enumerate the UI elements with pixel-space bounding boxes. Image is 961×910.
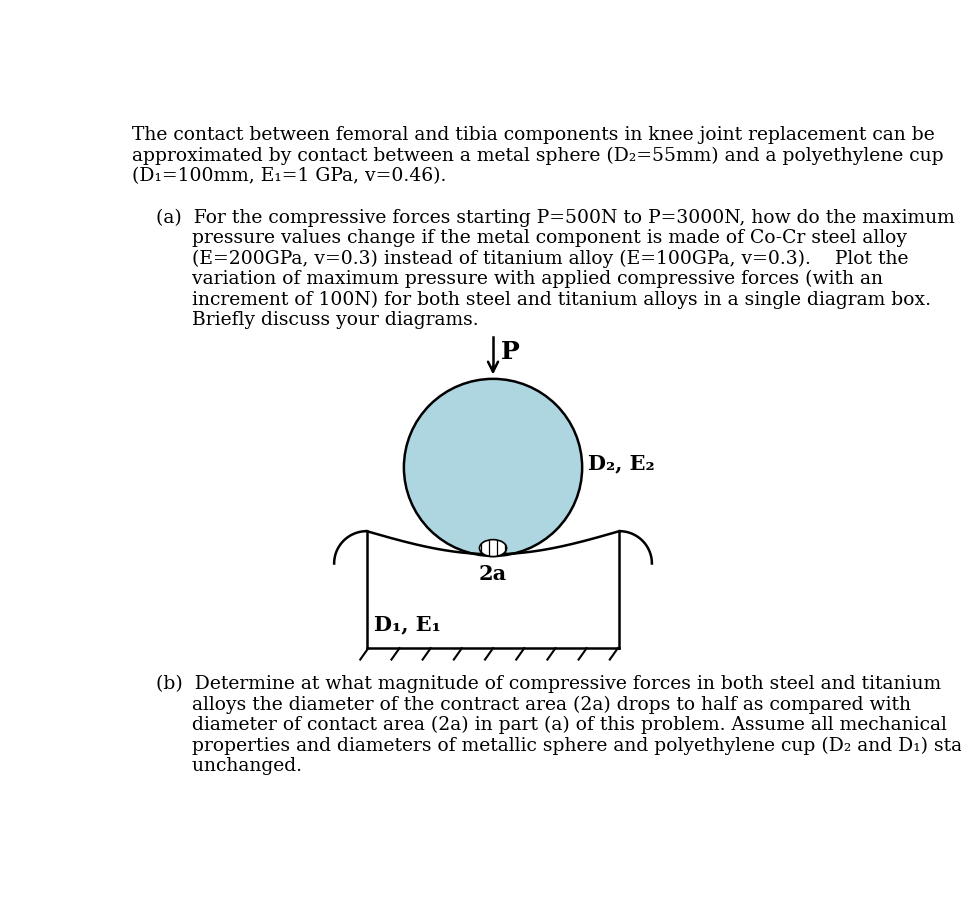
Text: diameter of contact area (2a) in part (a) of this problem. Assume all mechanical: diameter of contact area (2a) in part (a… xyxy=(132,716,946,734)
Text: pressure values change if the metal component is made of Co-Cr steel alloy: pressure values change if the metal comp… xyxy=(132,229,906,248)
Text: D₁, E₁: D₁, E₁ xyxy=(374,614,441,634)
Circle shape xyxy=(404,379,581,556)
Text: D₂, E₂: D₂, E₂ xyxy=(588,453,654,473)
Text: alloys the diameter of the contract area (2a) drops to half as compared with: alloys the diameter of the contract area… xyxy=(132,695,910,713)
Text: approximated by contact between a metal sphere (D₂=55mm) and a polyethylene cup: approximated by contact between a metal … xyxy=(132,147,943,165)
Text: (E=200GPa, v=0.3) instead of titanium alloy (E=100GPa, v=0.3).    Plot the: (E=200GPa, v=0.3) instead of titanium al… xyxy=(132,249,907,268)
Ellipse shape xyxy=(479,540,506,557)
Text: The contact between femoral and tibia components in knee joint replacement can b: The contact between femoral and tibia co… xyxy=(132,126,934,144)
Text: unchanged.: unchanged. xyxy=(132,757,302,774)
Text: Briefly discuss your diagrams.: Briefly discuss your diagrams. xyxy=(132,311,478,329)
Text: 2a: 2a xyxy=(479,564,506,584)
Text: increment of 100N) for both steel and titanium alloys in a single diagram box.: increment of 100N) for both steel and ti… xyxy=(132,290,930,308)
Text: (a)  For the compressive forces starting P=500N to P=3000N, how do the maximum: (a) For the compressive forces starting … xyxy=(132,209,953,228)
Text: (b)  Determine at what magnitude of compressive forces in both steel and titaniu: (b) Determine at what magnitude of compr… xyxy=(132,675,940,693)
Text: P: P xyxy=(501,340,519,364)
Text: properties and diameters of metallic sphere and polyethylene cup (D₂ and D₁) sta: properties and diameters of metallic sph… xyxy=(132,736,961,754)
Text: (D₁=100mm, E₁=1 GPa, v=0.46).: (D₁=100mm, E₁=1 GPa, v=0.46). xyxy=(132,167,446,185)
Text: variation of maximum pressure with applied compressive forces (with an: variation of maximum pressure with appli… xyxy=(132,270,882,288)
